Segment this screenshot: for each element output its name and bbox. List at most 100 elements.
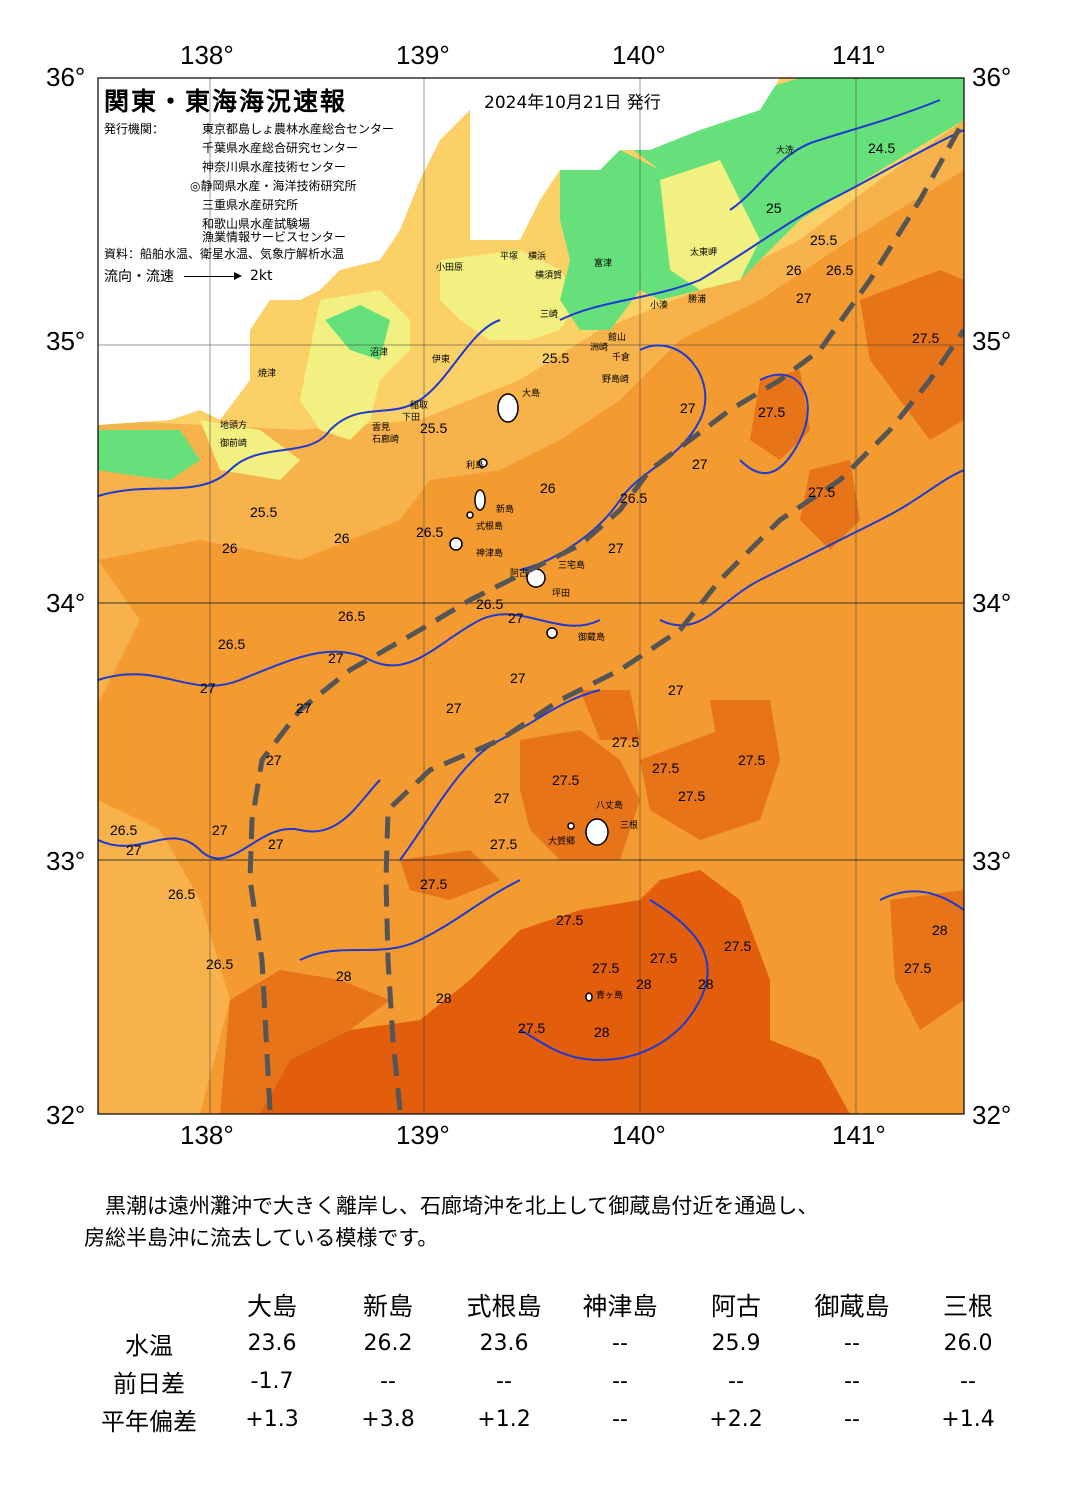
place-numazu: 沼津 (370, 348, 389, 358)
isotherm-label: 27 (212, 822, 228, 838)
island-hachijokojima (567, 822, 575, 830)
place-irozaki: 石廊崎 (372, 435, 400, 445)
station-header: 三根 (942, 1292, 993, 1321)
warm-patch-ne (710, 700, 780, 760)
row-label: 平年偏差 (101, 1407, 197, 1436)
isotherm-label: 26 (540, 480, 556, 496)
lat-label-left-33: 33° (46, 846, 86, 876)
isotherm-label: 27 (200, 680, 216, 696)
kuroshio-axis (247, 118, 964, 1111)
place-chikura: 千倉 (612, 353, 631, 363)
isotherm-label: 27.5 (904, 960, 932, 976)
lon-label-top-139: 139° (396, 40, 450, 70)
lon-label-top-141: 141° (832, 40, 886, 70)
table-cell: -- (496, 1368, 512, 1394)
situation-comment: 黒潮は遠州灘沖で大きく離岸し、石廊埼沖を北上して御蔵島付近を通過し、 房総半島沖… (84, 1190, 984, 1254)
table-row: 水温 23.6 26.2 23.6 -- 25.9 -- 26.0 (84, 1324, 1026, 1362)
isotherm-label: 27.5 (420, 876, 448, 892)
isotherm-label: 28 (932, 922, 948, 938)
issuer-label: 発行機関： (104, 122, 165, 136)
place-jitogata: 地頭方 (220, 421, 248, 431)
place-kozushima: 神津島 (476, 549, 504, 559)
data-source: 資料：船舶水温、衛星水温、気象庁解析水温 (104, 247, 345, 261)
place-aogashima: 青ヶ島 (596, 991, 624, 1001)
place-shimoda: 下田 (402, 413, 421, 423)
place-futtsu: 富津 (594, 259, 613, 269)
table-cell: -- (612, 1406, 628, 1432)
row-label: 水温 (125, 1331, 173, 1360)
warm-patch-se (890, 890, 964, 1030)
place-miyakejima: 三宅島 (558, 561, 586, 571)
isotherm-label: 27.5 (724, 938, 752, 954)
lon-label-bottom-141: 141° (832, 1120, 886, 1150)
lat-label-right-35: 35° (972, 326, 1012, 356)
place-kumomi: 雲見 (372, 423, 391, 433)
place-kominato: 小湊 (650, 301, 669, 311)
isotherm-label: 25 (766, 200, 782, 216)
table-cell: 25.9 (711, 1330, 761, 1356)
lat-label-right-33: 33° (972, 846, 1012, 876)
place-yaizu: 焼津 (258, 369, 277, 379)
lon-label-bottom-138: 138° (180, 1120, 234, 1150)
place-mitsune: 三根 (620, 821, 639, 831)
island-niijima (474, 489, 486, 511)
table-row: 前日差 -1.7 -- -- -- -- -- -- (84, 1362, 1026, 1400)
table-cell: +3.8 (361, 1406, 415, 1432)
flow-legend-scale: 2kt (250, 268, 273, 284)
warm-patch-east (860, 270, 964, 440)
place-tsubota: 坪田 (552, 589, 571, 599)
lon-label-top-140: 140° (612, 40, 666, 70)
isotherm-label: 26.5 (416, 524, 444, 540)
issue-date: 2024年10月21日 発行 (484, 93, 661, 113)
flow-legend-label: 流向・流速 (104, 269, 174, 285)
place-ito: 伊東 (432, 355, 451, 365)
place-tateyama: 館山 (608, 333, 627, 343)
isotherm-label: 27 (266, 752, 282, 768)
place-yokosuka: 横須賀 (535, 271, 563, 281)
place-yokohama: 横浜 (528, 252, 547, 262)
isotherm-label: 28 (436, 990, 452, 1006)
table-cell: +1.4 (941, 1406, 995, 1432)
table-cell: -1.7 (250, 1368, 294, 1394)
isotherm-label: 28 (594, 1024, 610, 1040)
lat-label-right-34: 34° (972, 588, 1012, 618)
station-header: 阿古 (710, 1292, 761, 1321)
isotherm-label: 27 (668, 682, 684, 698)
station-header: 御蔵島 (814, 1292, 890, 1321)
table-cell: 23.6 (479, 1330, 529, 1356)
place-katsuura: 勝浦 (688, 295, 707, 305)
place-niijima: 新島 (496, 505, 515, 515)
isotherm-label: 25.5 (810, 232, 838, 248)
isotherm-label: 27.5 (738, 752, 766, 768)
flow-arrow-icon (184, 271, 242, 280)
island-oshima (497, 393, 519, 423)
station-header: 大島 (246, 1292, 297, 1321)
isotherm-label: 27.5 (592, 960, 620, 976)
table-cell: +1.3 (245, 1406, 299, 1432)
comment-line: 房総半島沖に流去している模様です。 (84, 1226, 439, 1250)
table-cell: -- (844, 1368, 860, 1394)
issuer-item: ◎静岡県水産・海洋技術研究所 (190, 179, 357, 193)
lat-label-left-36: 36° (46, 62, 86, 92)
sea-temperature-map (97, 77, 965, 1115)
issuer-item: 漁業情報サービスセンター (202, 230, 347, 244)
isotherm-label: 27 (608, 540, 624, 556)
table-cell: -- (728, 1368, 744, 1394)
warm-patch-center (520, 730, 640, 860)
isotherm-label: 27 (494, 790, 510, 806)
observation-table: 大島 新島 式根島 神津島 阿古 御蔵島 三根 水温 23.6 26.2 23.… (84, 1286, 1026, 1438)
isotherm-label: 27 (510, 670, 526, 686)
graticule (98, 78, 964, 1114)
isotherm-label: 28 (698, 976, 714, 992)
isotherm-label: 25.5 (250, 504, 278, 520)
lon-label-bottom-140: 140° (612, 1120, 666, 1150)
place-hachijojima: 八丈島 (596, 801, 624, 811)
warm-patch-east2 (750, 370, 810, 460)
isotherm-label: 27.5 (912, 330, 940, 346)
isotherm-label: 26.5 (168, 886, 196, 902)
table-cell: 26.2 (363, 1330, 413, 1356)
issuer-list: 発行機関： 東京都島しょ農林水産総合センター 千葉県水産総合研究センター 神奈川県… (104, 120, 394, 234)
isotherm-label: 26.5 (476, 596, 504, 612)
island-hachijojima (585, 818, 609, 846)
hot-south (260, 870, 850, 1114)
